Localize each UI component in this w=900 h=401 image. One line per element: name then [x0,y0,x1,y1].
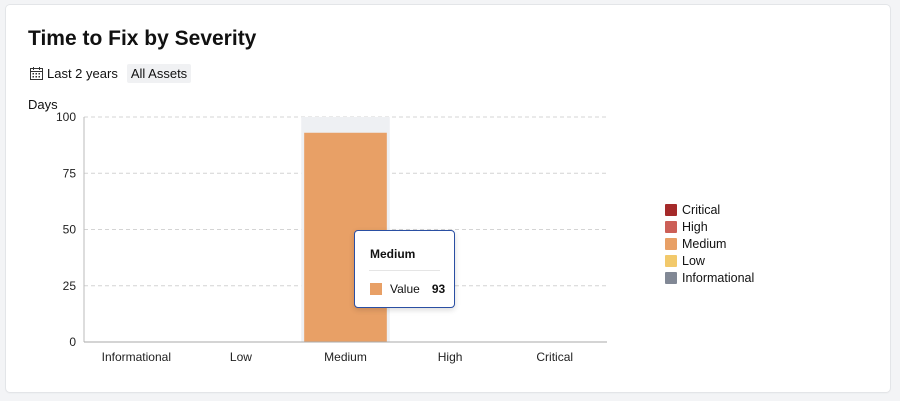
legend-swatch [665,203,677,216]
legend-label: Informational [682,270,755,285]
chart-tooltip: Medium Value 93 [354,230,455,308]
legend-label: Critical [682,202,721,217]
legend-item-critical[interactable]: Critical [665,201,754,218]
assets-filter[interactable]: All Assets [126,64,192,83]
legend-item-informational[interactable]: Informational [665,269,754,286]
x-tick-label: Medium [324,350,367,364]
legend-swatch [665,271,677,284]
y-tick-label: 25 [63,279,77,293]
tooltip-title: Medium [370,247,416,261]
legend-swatch [665,237,677,250]
legend-label: Medium [682,236,727,251]
legend-label: Low [682,253,705,268]
x-tick-label: Low [230,350,252,364]
tooltip-row: Value 93 [370,282,445,296]
tooltip-divider [369,270,440,271]
legend-label: High [682,219,708,234]
legend-swatch [665,220,677,233]
bar-chart: 0 25 50 75 100 Informational Low Medium High Crit… [56,110,607,364]
date-range-label: Last 2 years [47,66,118,81]
y-tick-label: 100 [56,110,76,124]
x-tick-label: High [438,350,463,364]
legend-item-low[interactable]: Low [665,252,754,269]
chart-legend: Critical High Medium Low Informational [665,201,754,286]
tooltip-swatch [370,283,382,295]
y-tick-label: 50 [63,223,77,237]
x-tick-label: Critical [536,350,573,364]
y-axis-label: Days [28,97,58,112]
legend-item-high[interactable]: High [665,218,754,235]
filter-bar: Last 2 years All Assets [27,64,192,83]
legend-swatch [665,254,677,267]
chart-card: Time to Fix by Severity Last 2 years All… [6,5,890,392]
date-range-filter[interactable]: Last 2 years [27,64,121,83]
tooltip-label: Value [390,282,420,296]
x-tick-label: Informational [102,350,171,364]
legend-item-medium[interactable]: Medium [665,235,754,252]
calendar-icon [30,67,43,80]
tooltip-value: 93 [431,282,446,296]
y-tick-label: 75 [63,166,77,180]
chart-title: Time to Fix by Severity [28,27,257,50]
y-tick-label: 0 [69,335,76,349]
